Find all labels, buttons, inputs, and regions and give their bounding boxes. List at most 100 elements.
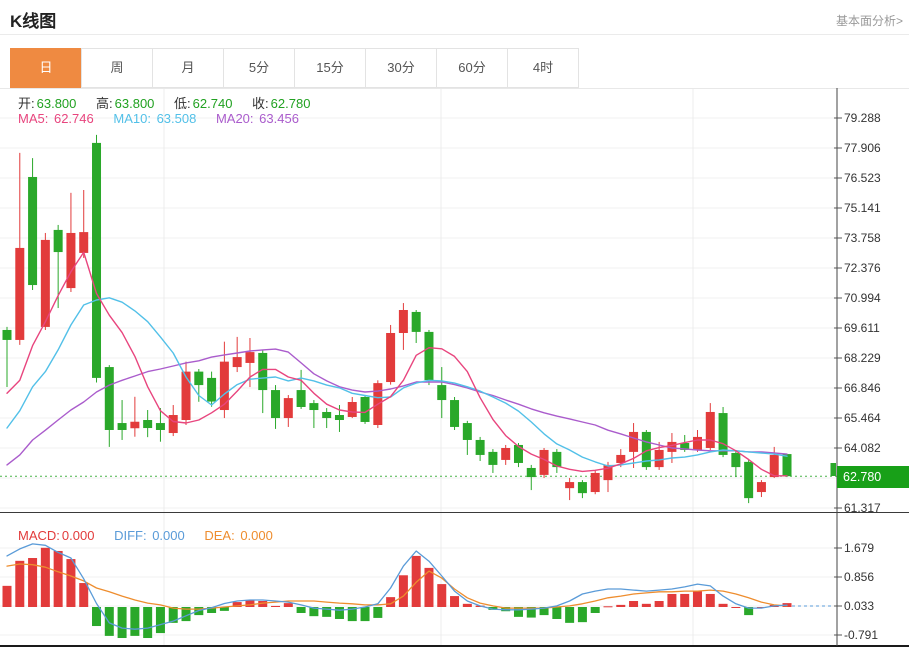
- macd-bar: [488, 607, 498, 610]
- candle-body: [155, 423, 165, 430]
- candle-body: [654, 449, 664, 468]
- y-axis-label: 64.082: [844, 441, 881, 455]
- ma5-label: MA5:: [18, 111, 49, 126]
- candle-body: [565, 482, 575, 489]
- candle-body: [386, 332, 396, 383]
- macd-bar: [513, 607, 523, 617]
- close-label: 收:: [252, 96, 269, 111]
- macd-bar: [283, 603, 293, 607]
- macd-bar: [629, 601, 639, 607]
- candle-body: [219, 361, 229, 411]
- low-value: 62.740: [192, 96, 233, 111]
- candle-body: [756, 482, 766, 493]
- macd-bar: [718, 603, 728, 607]
- macd-bar: [334, 607, 344, 619]
- y-axis-label: 68.229: [844, 351, 881, 365]
- macd-bar: [437, 584, 447, 607]
- tab-month[interactable]: 月: [152, 48, 224, 88]
- open-label: 开:: [18, 96, 35, 111]
- candle-body: [718, 413, 728, 455]
- ma-legend: MA5: 62.746 MA10: 63.508 MA20: 63.456: [18, 111, 315, 126]
- macd-bar: [79, 583, 89, 607]
- candle-body: [143, 420, 153, 429]
- candle-body: [782, 454, 792, 477]
- candle-body: [616, 454, 626, 463]
- diff-label: DIFF:: [114, 528, 147, 543]
- y-axis-label: 0.856: [844, 570, 874, 584]
- macd-bar: [360, 607, 370, 622]
- macd-bar: [373, 607, 383, 618]
- y-axis-label: 79.288: [844, 111, 881, 125]
- macd-bar: [271, 605, 281, 607]
- y-axis-label: 72.376: [844, 261, 881, 275]
- candle-body: [2, 329, 12, 340]
- candle-body: [207, 377, 217, 402]
- high-value: 63.800: [114, 96, 155, 111]
- candle-body: [245, 352, 255, 363]
- ma10-line: [6, 297, 788, 467]
- macd-bar: [232, 602, 242, 607]
- macd-bar: [143, 607, 153, 639]
- candle-body: [411, 311, 421, 332]
- y-axis-label: 0.033: [844, 599, 874, 613]
- candle-body: [92, 142, 102, 378]
- tab-day[interactable]: 日: [10, 48, 82, 88]
- tab-30min[interactable]: 30分: [365, 48, 437, 88]
- candle-body: [347, 401, 357, 417]
- candle-body: [309, 403, 319, 411]
- ma20-value: 63.456: [259, 111, 299, 126]
- macd-bar: [398, 575, 408, 607]
- candle-body: [513, 444, 523, 463]
- candle-body: [334, 415, 344, 421]
- candle-body: [488, 451, 498, 465]
- tab-week[interactable]: 周: [81, 48, 153, 88]
- candle-body: [692, 436, 702, 450]
- header-divider: [0, 34, 909, 35]
- tab-60min[interactable]: 60分: [436, 48, 508, 88]
- y-axis-label: 69.611: [844, 321, 880, 335]
- candle-body: [667, 441, 677, 452]
- macd-bar: [92, 607, 102, 627]
- candle-body: [590, 472, 600, 493]
- candle-body: [629, 431, 639, 452]
- candle-body: [641, 431, 651, 468]
- macd-bar: [386, 597, 396, 607]
- low-label: 低:: [174, 96, 191, 111]
- macd-bar: [590, 607, 600, 613]
- candle-body: [53, 229, 63, 253]
- macd-bar: [501, 607, 511, 612]
- candle-body: [360, 397, 370, 422]
- fundamental-analysis-link[interactable]: 基本面分析>: [835, 14, 903, 28]
- candle-body: [40, 239, 50, 327]
- macd-bar: [258, 601, 268, 607]
- y-axis-label: 66.846: [844, 381, 881, 395]
- candle-body: [769, 454, 779, 478]
- macd-bar: [322, 607, 332, 617]
- y-axis-label: 75.141: [844, 201, 881, 215]
- macd-bar: [641, 603, 651, 607]
- macd-bar: [731, 607, 741, 608]
- macd-value: 0.000: [61, 528, 95, 543]
- close-value: 62.780: [270, 96, 311, 111]
- candle-body: [731, 452, 741, 468]
- tab-4hour[interactable]: 4时: [507, 48, 579, 88]
- tab-5min[interactable]: 5分: [223, 48, 295, 88]
- macd-bar: [15, 560, 25, 607]
- candle-body: [296, 390, 306, 407]
- tab-15min[interactable]: 15分: [294, 48, 366, 88]
- macd-bar: [53, 550, 63, 607]
- dea-label: DEA:: [204, 528, 235, 543]
- candle-body: [130, 421, 140, 429]
- macd-bar: [40, 547, 50, 607]
- candle-body: [322, 411, 332, 419]
- macd-bar: [654, 601, 664, 607]
- macd-bar: [245, 599, 255, 607]
- candle-body: [539, 449, 549, 475]
- macd-bar: [526, 607, 536, 618]
- candle-body: [117, 423, 127, 430]
- ma5-value: 62.746: [53, 111, 94, 126]
- period-tabs: 日 周 月 5分 15分 30分 60分 4时: [10, 48, 579, 88]
- high-label: 高:: [96, 96, 113, 111]
- candle-body: [271, 390, 281, 419]
